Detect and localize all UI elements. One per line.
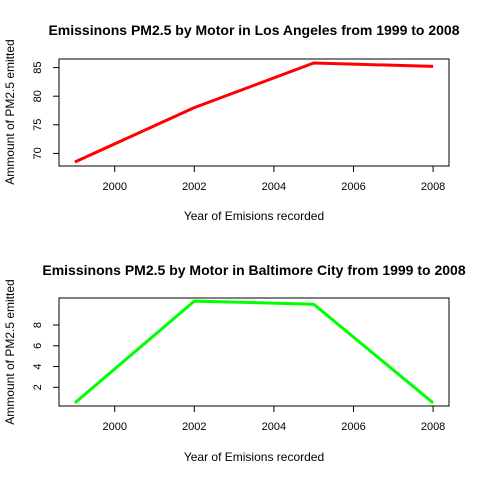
series-line (73, 299, 435, 405)
y-tick-label: 80 (32, 90, 44, 102)
y-axis-label: Ammount of PM2.5 emitted (3, 279, 17, 424)
y-tick-label: 8 (32, 322, 44, 328)
chart-baltimore-city: Emissinons PM2.5 by Motor in Baltimore C… (3, 262, 466, 464)
x-tick-label: 2002 (182, 421, 206, 433)
chart-los-angeles: Emissinons PM2.5 by Motor in Los Angeles… (3, 22, 460, 223)
y-tick-label: 85 (32, 61, 44, 73)
plot-frame (58, 58, 450, 167)
x-tick-label: 2000 (102, 421, 126, 433)
y-ticks: 70 75 80 85 (32, 61, 60, 160)
x-tick-label: 2008 (421, 421, 445, 433)
x-axis-label: Year of Emisions recorded (184, 450, 324, 464)
y-tick-label: 2 (32, 384, 44, 390)
x-tick-label: 2006 (341, 421, 365, 433)
x-axis-label: Year of Emisions recorded (184, 209, 324, 223)
y-tick-label: 4 (32, 363, 44, 369)
x-tick-label: 2006 (341, 181, 365, 193)
x-ticks: 2000 2002 2004 2006 2008 (102, 165, 445, 193)
x-tick-label: 2008 (421, 181, 445, 193)
y-axis-label: Ammount of PM2.5 emitted (3, 39, 17, 184)
x-tick-label: 2004 (262, 421, 286, 433)
plot-frame (58, 297, 450, 407)
y-tick-label: 70 (32, 147, 44, 159)
x-tick-label: 2000 (102, 181, 126, 193)
series-group (74, 61, 434, 164)
series-line (74, 61, 434, 164)
chart-title: Emissinons PM2.5 by Motor in Los Angeles… (48, 22, 459, 38)
x-tick-label: 2004 (262, 181, 286, 193)
y-ticks: 2 4 6 8 (32, 322, 60, 390)
series-group (73, 299, 435, 405)
y-tick-label: 6 (32, 343, 44, 349)
chart-title: Emissinons PM2.5 by Motor in Baltimore C… (42, 262, 465, 278)
x-ticks: 2000 2002 2004 2006 2008 (102, 405, 445, 433)
y-tick-label: 75 (32, 119, 44, 131)
x-tick-label: 2002 (182, 181, 206, 193)
